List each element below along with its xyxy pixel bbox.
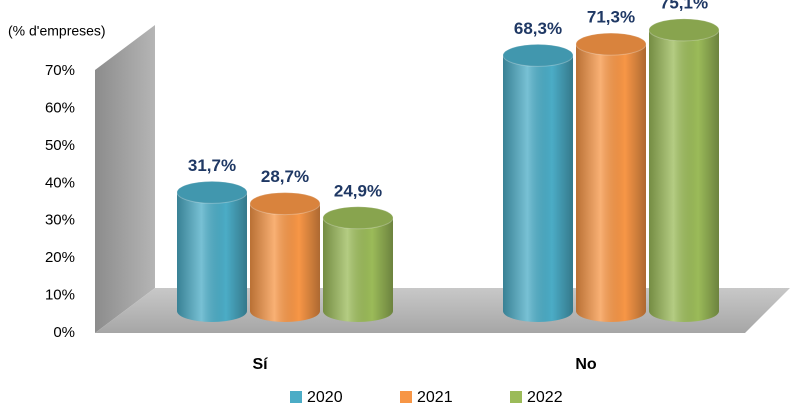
bar-top <box>502 43 574 67</box>
y-tick-label: 60% <box>45 99 75 116</box>
legend-swatch <box>510 391 522 403</box>
legend-swatch <box>290 391 302 403</box>
value-label: 24,9% <box>334 181 382 200</box>
value-label: 75,1% <box>660 0 708 12</box>
value-label: 31,7% <box>188 156 236 175</box>
bar-top-shade <box>323 206 393 229</box>
bar-top <box>249 192 321 216</box>
legend-label: 2020 <box>307 389 343 406</box>
bar-shade <box>323 217 393 322</box>
bar-shade <box>503 55 573 323</box>
bar-top-shade <box>177 181 247 204</box>
back-wall <box>95 25 155 333</box>
bar-top <box>575 32 647 56</box>
bar-top <box>322 206 394 230</box>
value-label: 71,3% <box>587 8 635 27</box>
bar-top-shade <box>250 192 320 215</box>
x-tick-label: Sí <box>252 356 268 373</box>
y-tick-label: 30% <box>45 212 75 229</box>
bar-top-shade <box>649 18 719 41</box>
bar-shade <box>576 44 646 323</box>
y-tick-label: 50% <box>45 137 75 154</box>
bar-top <box>648 18 720 42</box>
value-label: 68,3% <box>514 19 562 38</box>
legend-swatch <box>400 391 412 403</box>
value-label: 28,7% <box>261 167 309 186</box>
legend-label: 2022 <box>527 389 563 406</box>
bar-top-shade <box>576 33 646 56</box>
y-tick-label: 40% <box>45 174 75 191</box>
x-tick-label: No <box>575 356 597 373</box>
y-tick-label: 70% <box>45 62 75 79</box>
y-tick-label: 10% <box>45 287 75 304</box>
bar-shade <box>250 203 320 322</box>
bar-shade <box>649 29 719 322</box>
bar-top <box>176 180 248 204</box>
y-axis-label: (% d'empreses) <box>8 23 106 39</box>
y-tick-label: 0% <box>53 324 75 341</box>
y-tick-label: 20% <box>45 249 75 266</box>
legend-label: 2021 <box>417 389 453 406</box>
bar-shade <box>177 192 247 322</box>
bar-top-shade <box>503 44 573 67</box>
